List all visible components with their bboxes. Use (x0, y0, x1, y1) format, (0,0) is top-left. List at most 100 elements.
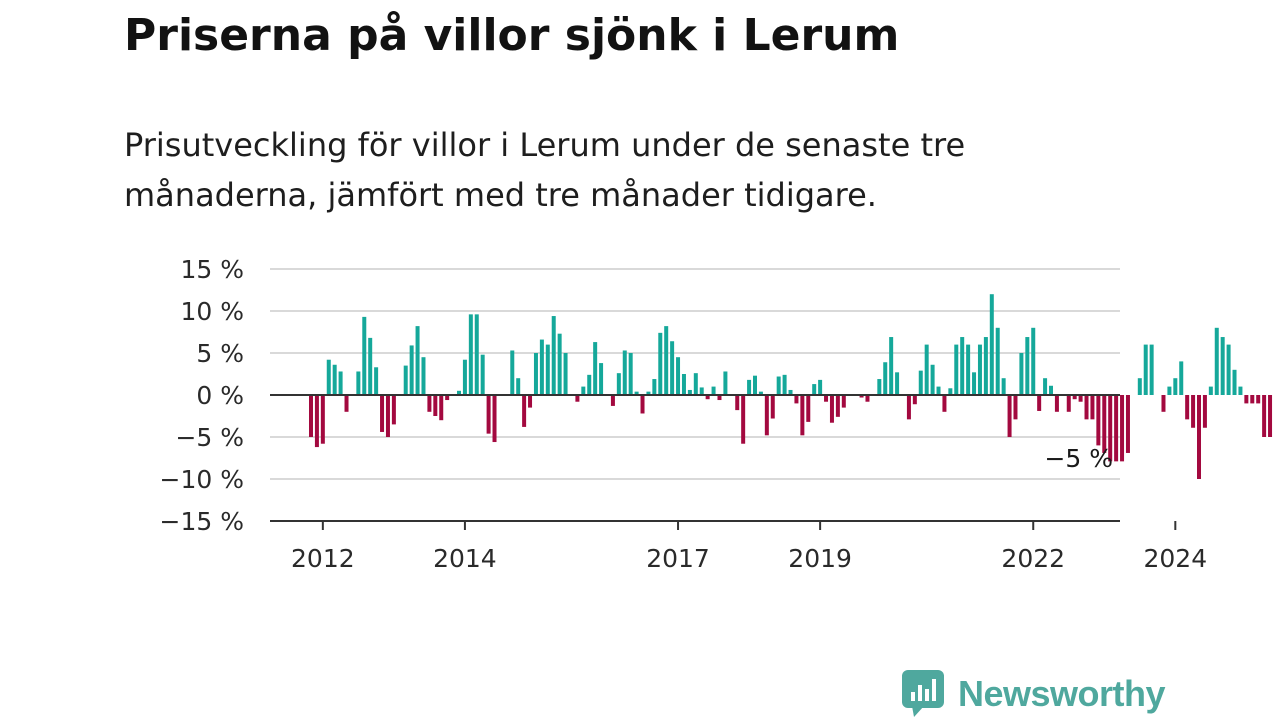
bar (486, 395, 491, 434)
x-tick-label: 2022 (1001, 544, 1065, 573)
bar (575, 395, 580, 402)
bar (711, 386, 716, 395)
bar (776, 376, 781, 395)
bar (918, 370, 923, 395)
bar (1007, 395, 1012, 437)
bar (314, 395, 319, 448)
bar (338, 371, 343, 395)
bar (646, 391, 651, 395)
bar (593, 342, 598, 395)
bar (599, 363, 604, 395)
bar (681, 374, 686, 395)
bar (468, 314, 473, 395)
bar (1244, 395, 1249, 404)
bar (995, 327, 1000, 395)
bar (912, 395, 917, 405)
bar (391, 395, 396, 425)
newsworthy-logo-text: Newsworthy (958, 673, 1166, 714)
bar (539, 339, 544, 395)
bar (735, 395, 740, 411)
bar (1232, 369, 1237, 395)
bar (758, 391, 763, 395)
bar (753, 375, 757, 395)
bar (640, 395, 645, 414)
bar (1161, 395, 1166, 412)
bar (433, 395, 438, 416)
bar (972, 372, 977, 395)
bar (403, 365, 408, 395)
bar (889, 337, 894, 395)
bar (533, 353, 538, 395)
x-tick-label: 2024 (1144, 544, 1208, 573)
bar (634, 391, 639, 395)
bar (930, 364, 935, 395)
y-tick-label: 15 % (180, 255, 244, 284)
bar (1066, 395, 1071, 412)
bar (409, 345, 414, 395)
bar (1025, 337, 1030, 395)
bar (977, 344, 982, 395)
bar (652, 379, 657, 395)
y-tick-label: −15 % (160, 507, 244, 536)
bar (841, 395, 846, 408)
bar (983, 337, 988, 395)
bar (581, 386, 586, 395)
bar (1268, 395, 1273, 437)
bar (385, 395, 390, 437)
bar (859, 395, 864, 398)
bar (610, 395, 615, 406)
bar (415, 326, 420, 395)
bar (1214, 327, 1219, 395)
bar (557, 333, 562, 395)
bar (1143, 344, 1148, 395)
bar (1220, 337, 1225, 395)
newsworthy-logo: Newsworthy (902, 670, 1166, 718)
bar (788, 389, 793, 395)
bar (835, 395, 840, 417)
bar (326, 359, 331, 395)
bar (824, 395, 829, 402)
bar (829, 395, 834, 423)
bar (764, 395, 769, 436)
bar (936, 386, 941, 395)
bar (1125, 395, 1130, 453)
bar (1173, 378, 1178, 395)
bar (966, 344, 971, 395)
bar (510, 350, 515, 395)
bar (877, 379, 882, 395)
y-tick-label: 0 % (196, 381, 244, 410)
bar (1137, 378, 1142, 395)
bar (1102, 395, 1107, 453)
bar (924, 344, 929, 395)
y-tick-label: −5 % (175, 423, 244, 452)
bar (865, 395, 870, 402)
bar (1078, 395, 1083, 402)
bar (942, 395, 947, 412)
bar (320, 395, 325, 444)
bar (1031, 327, 1036, 395)
bar (622, 350, 627, 395)
chart-title: Priserna på villor sjönk i Lerum (124, 10, 900, 61)
bar (516, 378, 521, 395)
bar (664, 326, 669, 395)
bar (794, 395, 799, 404)
bar (770, 395, 775, 419)
bar (806, 395, 811, 422)
chart-subtitle: Prisutveckling för villor i Lerum under … (124, 126, 966, 214)
bar (989, 294, 994, 395)
bar (1185, 395, 1190, 420)
bar (723, 371, 728, 395)
bar (1043, 378, 1048, 395)
bar (1238, 386, 1243, 395)
bar (699, 387, 704, 395)
bar (628, 353, 633, 395)
bar (1256, 395, 1261, 404)
bar (563, 353, 568, 395)
bar (309, 395, 313, 437)
bar (492, 395, 497, 443)
x-tick-label: 2014 (433, 544, 497, 573)
bar (368, 337, 373, 395)
bar (670, 341, 675, 395)
bar (895, 372, 900, 395)
bar (1191, 395, 1196, 428)
